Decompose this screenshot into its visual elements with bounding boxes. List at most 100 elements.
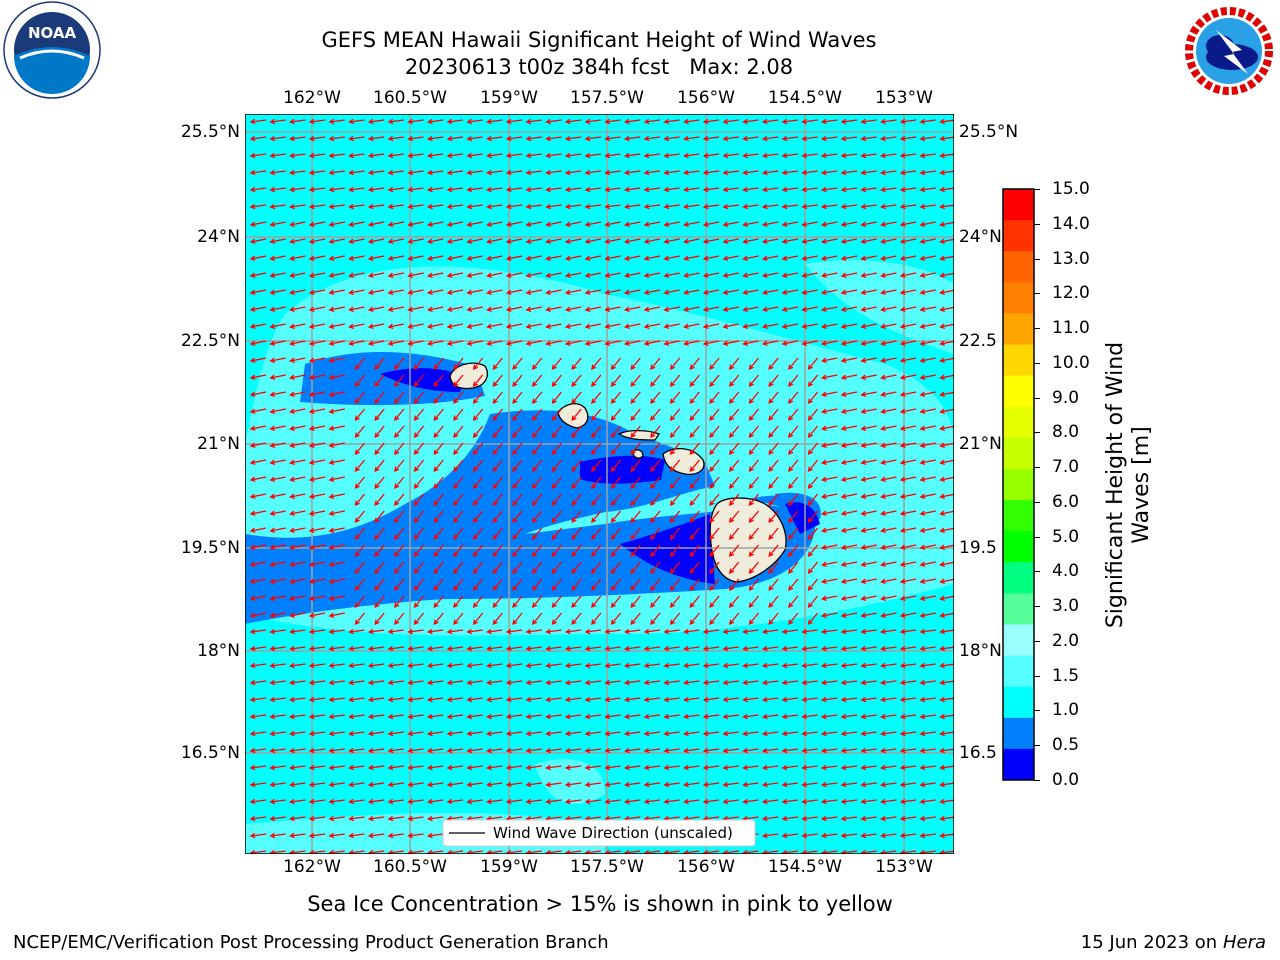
wind-arrow [269, 255, 286, 261]
wind-arrow [748, 459, 760, 473]
wind-arrow [545, 221, 562, 227]
wind-arrow [486, 662, 503, 669]
wind-arrow [564, 323, 582, 329]
wind-arrow [453, 561, 464, 575]
wind-arrow [249, 493, 267, 499]
wind-arrow [709, 476, 720, 490]
wind-arrow [433, 493, 444, 507]
wind-arrow [748, 476, 760, 490]
wind-arrow [308, 510, 326, 516]
wind-arrow [492, 408, 503, 422]
wind-arrow [328, 135, 345, 142]
wind-arrow [505, 255, 523, 261]
wind-arrow [472, 510, 484, 524]
wind-arrow [531, 391, 543, 405]
wind-arrow [860, 527, 877, 533]
wind-arrow [466, 238, 483, 244]
colorbar-band [1003, 531, 1034, 563]
wind-arrow [564, 186, 582, 193]
wind-arrow [374, 595, 385, 609]
wind-arrow [807, 527, 819, 541]
wind-arrow [466, 764, 483, 771]
wind-arrow [669, 425, 681, 439]
wind-arrow [564, 169, 582, 176]
wind-arrow [466, 152, 483, 159]
wind-arrow [761, 135, 779, 142]
wind-arrow [446, 135, 464, 142]
wind-arrow [564, 152, 582, 159]
wind-arrow [919, 578, 936, 584]
wind-arrow [663, 186, 680, 193]
wind-arrow [531, 595, 543, 609]
wind-arrow [512, 459, 523, 473]
wind-arrow [446, 186, 464, 193]
wind-arrow [748, 357, 760, 371]
wind-arrow [328, 340, 345, 346]
wind-arrow [663, 747, 680, 754]
wind-arrow [453, 544, 464, 558]
wind-arrow [394, 510, 405, 524]
wind-arrow [525, 118, 542, 125]
wind-arrow [880, 152, 897, 159]
wind-arrow [722, 203, 739, 210]
wind-arrow [584, 203, 601, 210]
wind-arrow [807, 595, 819, 609]
wind-arrow [486, 628, 503, 635]
wind-arrow [899, 527, 917, 533]
wind-arrow [348, 713, 365, 720]
wind-arrow [663, 169, 680, 176]
colorbar-tick-mark [1034, 640, 1040, 642]
wind-arrow [584, 679, 601, 686]
wind-arrow [939, 323, 954, 329]
wind-arrow [919, 713, 936, 720]
wind-arrow [939, 306, 954, 312]
wind-arrow [880, 135, 897, 142]
wind-arrow [880, 544, 897, 550]
wind-arrow [249, 595, 267, 601]
wind-arrow [387, 815, 404, 822]
wind-arrow [308, 578, 326, 584]
wind-arrow [531, 476, 543, 490]
wind-arrow [742, 798, 759, 805]
wind-arrow [840, 255, 858, 261]
wind-arrow [505, 118, 523, 125]
lon-top-label: 162°W [283, 88, 341, 108]
wind-arrow [453, 510, 464, 524]
wind-arrow [466, 781, 483, 788]
wind-arrow [354, 476, 366, 490]
wind-arrow [446, 849, 464, 854]
wind-arrow [610, 544, 622, 558]
wind-arrow [512, 391, 523, 405]
colorbar-band [1003, 624, 1034, 657]
wind-arrow [571, 442, 582, 456]
wind-arrow [426, 152, 444, 159]
wind-arrow [899, 238, 917, 244]
wind-arrow [880, 832, 897, 839]
wind-arrow [880, 849, 897, 854]
wind-arrow [289, 203, 306, 210]
wind-arrow [367, 747, 385, 754]
wind-arrow [663, 152, 680, 159]
wind-arrow [466, 289, 483, 295]
wind-arrow [880, 510, 897, 516]
wind-arrow [413, 595, 425, 609]
wind-arrow [650, 578, 661, 592]
wind-arrow [761, 186, 779, 193]
wind-arrow [807, 493, 819, 507]
wind-arrow [919, 696, 936, 703]
colorbar-band [1003, 406, 1034, 439]
wind-arrow [269, 493, 286, 499]
wind-arrow [426, 238, 444, 244]
colorbar-band [1003, 468, 1034, 501]
wind-arrow [289, 781, 306, 788]
wind-arrow [860, 459, 877, 465]
wind-arrow [426, 832, 444, 839]
wind-arrow [394, 374, 405, 388]
wind-arrow [683, 713, 700, 720]
wind-arrow [551, 357, 563, 371]
wind-arrow [407, 696, 424, 703]
wind-arrow [840, 730, 858, 737]
colorbar-label-line1: Significant Height of Wind [1103, 341, 1128, 629]
wind-arrow [623, 628, 641, 635]
wind-arrow [308, 730, 326, 737]
